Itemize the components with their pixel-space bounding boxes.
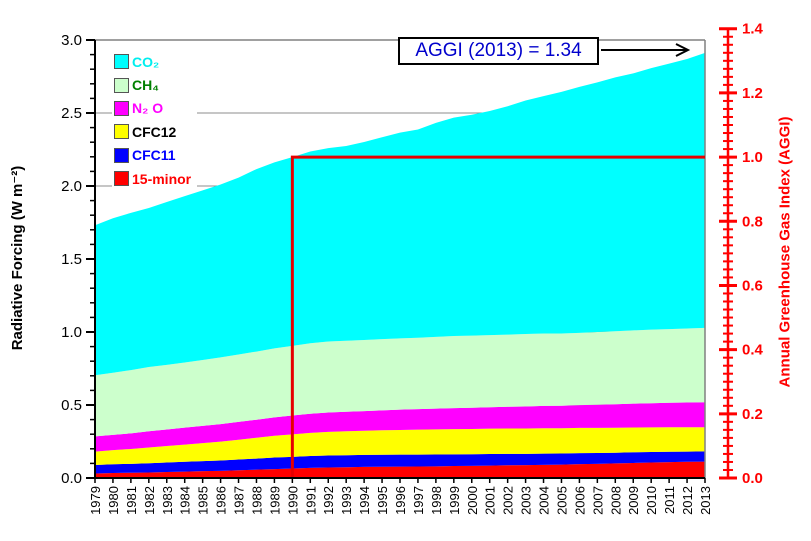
area-n2o [95, 402, 705, 452]
year-label: 1981 [124, 486, 139, 515]
year-label: 2009 [626, 486, 641, 515]
year-label: 2008 [608, 486, 623, 515]
right-tick-label: 0.8 [742, 213, 763, 230]
area-co2 [95, 52, 705, 376]
left-tick-label: 1.0 [61, 324, 82, 341]
year-label: 2007 [590, 486, 605, 515]
legend-label-ch4: CH₄ [132, 77, 159, 94]
legend-swatch-ch4 [114, 77, 129, 93]
right-tick-label: 0.4 [742, 342, 764, 359]
year-label: 1983 [160, 486, 175, 515]
left-tick-label: 2.5 [61, 105, 82, 122]
year-label: 1987 [232, 486, 247, 515]
chart-legend: CO₂ CH₄ N₂ O CFC12 CFC11 15-minor [112, 50, 198, 191]
legend-label-cfc12: CFC12 [132, 123, 177, 140]
year-label: 2010 [644, 486, 659, 515]
legend-swatch-n2o [114, 100, 129, 116]
year-label: 2011 [662, 486, 677, 514]
left-tick-label: 1.5 [61, 251, 82, 268]
legend-item-ch4: CH₄ [114, 73, 191, 96]
year-label: 1993 [339, 486, 354, 515]
year-label: 1984 [178, 486, 193, 515]
left-tick-label: 0.0 [61, 470, 82, 487]
year-label: 1998 [429, 486, 444, 515]
year-label: 2002 [501, 486, 516, 515]
legend-item-co2: CO₂ [114, 50, 191, 73]
legend-swatch-15-minor [114, 171, 129, 187]
right-tick-label: 0.6 [742, 277, 763, 294]
year-label: 1999 [447, 486, 462, 515]
aggi-annotation-box: AGGI (2013) = 1.34 [398, 37, 599, 65]
legend-item-15-minor: 15-minor [114, 167, 191, 190]
area-ch4 [95, 327, 705, 437]
arrow-head-icon [675, 43, 691, 57]
legend-item-cfc11: CFC11 [114, 144, 191, 167]
annotation-arrow [601, 43, 691, 57]
legend-swatch-cfc11 [114, 147, 129, 163]
year-label: 1990 [285, 486, 300, 515]
year-label: 1997 [411, 486, 426, 515]
year-label: 1985 [196, 486, 211, 515]
year-label: 2000 [465, 486, 480, 515]
year-label: 2012 [680, 486, 695, 515]
year-label: 2006 [572, 486, 587, 515]
year-label: 2005 [554, 486, 569, 515]
year-label: 1996 [393, 486, 408, 515]
left-tick-label: 2.0 [61, 178, 82, 195]
legend-label-co2: CO₂ [132, 53, 160, 70]
stacked-areas [95, 52, 705, 478]
right-tick-label: 0.0 [742, 470, 763, 487]
legend-item-n2o: N₂ O [114, 97, 191, 120]
year-label: 1988 [249, 486, 264, 515]
year-label: 2004 [537, 486, 552, 515]
year-label: 1994 [357, 486, 372, 515]
year-label: 1982 [142, 486, 157, 515]
legend-swatch-cfc12 [114, 124, 129, 140]
area-cfc12 [95, 427, 705, 466]
x-axis: 1979 1980 1981 1982 1983 1984 1985 1986 1987 1988… [88, 478, 713, 515]
right-axis: 0.0 0.2 0.4 0.6 0.8 1.0 1.2 1.4 [719, 21, 764, 487]
aggi-reference-line [290, 155, 705, 478]
legend-label-cfc11: CFC11 [132, 147, 176, 164]
right-tick-label: 1.4 [742, 21, 764, 38]
year-label: 1986 [214, 486, 229, 515]
year-label: 2013 [698, 486, 713, 515]
year-label: 1980 [106, 486, 121, 515]
left-tick-label: 3.0 [61, 32, 82, 49]
left-axis-title: Radiative Forcing (W m⁻²) [9, 165, 26, 351]
right-axis-title: Annual Greenhouse Gas Index (AGGI) [776, 116, 794, 388]
aggi-annotation-text: AGGI (2013) = 1.34 [415, 40, 582, 61]
year-label: 1979 [88, 486, 103, 515]
legend-label-n2o: N₂ O [132, 100, 164, 117]
left-tick-label: 0.5 [61, 397, 82, 414]
right-tick-label: 1.0 [742, 149, 763, 166]
year-label: 2001 [483, 486, 498, 515]
year-label: 1995 [375, 486, 390, 515]
right-tick-label: 1.2 [742, 85, 763, 102]
legend-item-cfc12: CFC12 [114, 120, 191, 143]
year-label: 1989 [267, 486, 282, 515]
legend-swatch-co2 [114, 54, 129, 70]
right-tick-label: 0.2 [742, 406, 763, 423]
area-15-minor [95, 461, 705, 478]
year-label: 1991 [303, 486, 318, 515]
area-cfc11 [95, 451, 705, 474]
year-label: 1992 [321, 486, 336, 515]
legend-label-15-minor: 15-minor [132, 170, 192, 187]
year-label: 2003 [519, 486, 534, 515]
